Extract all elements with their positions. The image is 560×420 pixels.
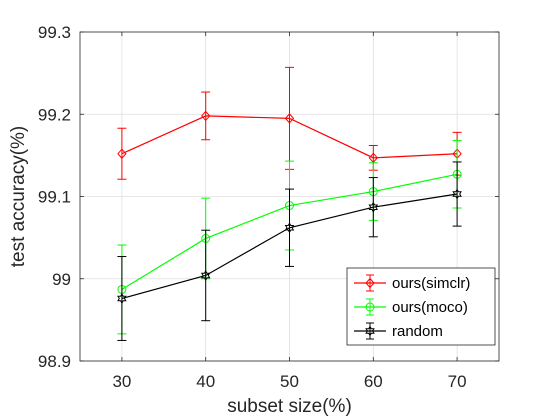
y-tick-label: 99 — [52, 270, 71, 289]
data-point — [284, 222, 295, 234]
data-point — [117, 292, 127, 304]
data-point — [201, 110, 211, 122]
y-tick-label: 99.3 — [38, 23, 71, 42]
legend-items: ours(simclr) ours(moco) random — [354, 274, 470, 340]
data-point — [368, 201, 379, 213]
legend-label: ours(moco) — [392, 299, 468, 316]
legend: ours(simclr) ours(moco) random — [346, 267, 496, 346]
series-layer — [117, 66, 462, 341]
data-point — [284, 113, 295, 124]
legend-marker — [365, 277, 375, 289]
data-point — [200, 269, 211, 281]
x-tick-label: 70 — [448, 372, 467, 391]
y-tick-label: 98.9 — [38, 352, 71, 371]
y-tick-label: 99.1 — [38, 188, 71, 207]
x-tick-label: 60 — [364, 372, 383, 391]
legend-item: random — [354, 322, 443, 340]
x-tick-label: 50 — [280, 372, 299, 391]
data-point — [117, 148, 127, 159]
legend-item: ours(simclr) — [354, 274, 470, 292]
y-axis-label: test accuracy(%) — [8, 126, 29, 267]
x-axis-label: subset size(%) — [227, 396, 352, 417]
x-tick-label: 40 — [196, 372, 215, 391]
legend-label: ours(simclr) — [392, 275, 470, 292]
legend-label: random — [392, 323, 443, 340]
y-tick-label: 99.2 — [38, 105, 71, 124]
legend-marker — [365, 302, 375, 312]
x-tick-label: 30 — [112, 372, 131, 391]
data-point — [452, 188, 462, 200]
series-random — [117, 161, 462, 341]
legend-item: ours(moco) — [354, 298, 468, 316]
axis-ticks: 30 40 50 60 70 98.9 99 99.1 99.2 99.3 — [38, 23, 499, 391]
legend-marker — [365, 325, 375, 337]
